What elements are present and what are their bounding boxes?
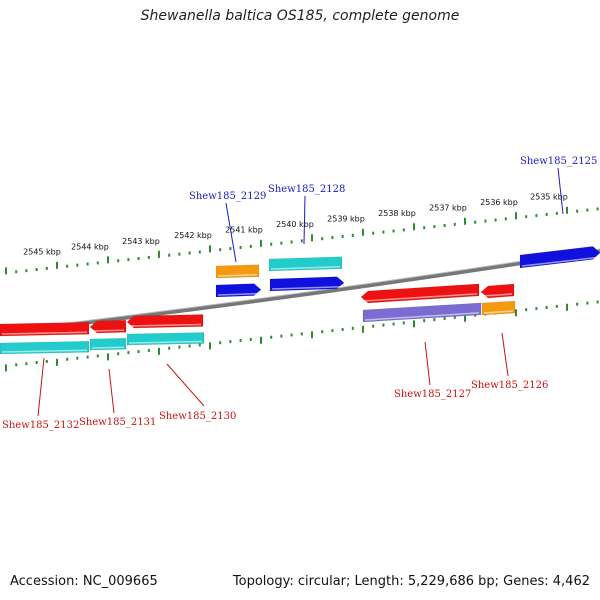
leader-line [166,363,205,407]
gene-label-g2129[interactable]: Shew185_2129 [189,191,266,202]
scale-label: 2544 kbp [71,242,109,251]
gene-feature-sheen [91,329,125,332]
gene-feature-sheen [91,346,125,349]
gene-label-g2131[interactable]: Shew185_2131 [79,417,156,428]
gene-label-g2132[interactable]: Shew185_2132 [2,420,79,431]
scale-label: 2543 kbp [122,237,160,246]
gene-feature-sheen [271,286,343,290]
gene-features [0,246,600,355]
scale-label: 2541 kbp [225,226,263,235]
gene-feature-sheen [483,310,514,314]
accession-text: Accession: NC_009665 [10,574,158,589]
gene-feature-f2125[interactable] [519,246,600,269]
leader-line [108,368,115,414]
gene-feature-f2127a[interactable] [360,283,480,304]
gene-feature-sheen [1,349,88,353]
scale-label: 2536 kbp [480,198,518,207]
scale-labels: 2545 kbp 2544 kbp 2543 kbp 2542 kbp 2541 kbp… [23,193,568,257]
leader-line [424,341,431,386]
leader-line [501,332,509,377]
forward-scale-ticks [5,206,599,275]
scale-label: 2540 kbp [276,220,314,229]
leader-line [557,167,564,215]
scale-label: 2539 kbp [327,215,365,224]
gene-feature-sheen [364,312,480,321]
gene-feature-sheen [217,273,258,277]
leader-line [37,357,45,417]
gene-label-g2126[interactable]: Shew185_2126 [471,380,548,391]
scale-label: 2545 kbp [23,247,61,256]
gene-label-g2127[interactable]: Shew185_2127 [394,389,471,400]
topology-text: Topology: circular; Length: 5,229,686 bp… [232,574,590,589]
scale-label: 2542 kbp [174,231,212,240]
gene-feature-sheen [1,331,88,335]
scale-label: 2535 kbp [530,193,568,202]
gene-label-g2128[interactable]: Shew185_2128 [268,184,345,195]
gene-label-g2130[interactable]: Shew185_2130 [159,411,236,422]
scale-label: 2538 kbp [378,209,416,218]
gene-feature-sheen [270,266,341,270]
gene-feature-sheen [482,293,513,297]
gene-feature-f2127b[interactable] [362,302,482,323]
gene-feature-sheen [128,323,202,327]
leader-line [303,195,306,245]
gene-feature-sheen [521,256,599,267]
gene-label-g2125[interactable]: Shew185_2125 [520,156,597,167]
map-title: Shewanella baltica OS185, complete genom… [140,8,460,24]
reverse-scale-ticks [5,300,599,372]
label-leader-lines [37,167,564,417]
backbone-highlight [0,248,600,332]
scale-label: 2537 kbp [429,204,467,213]
gene-feature-sheen [217,292,260,296]
gene-feature-sheen [128,340,203,344]
leader-line [225,202,237,263]
gene-feature-sheen [362,293,478,302]
